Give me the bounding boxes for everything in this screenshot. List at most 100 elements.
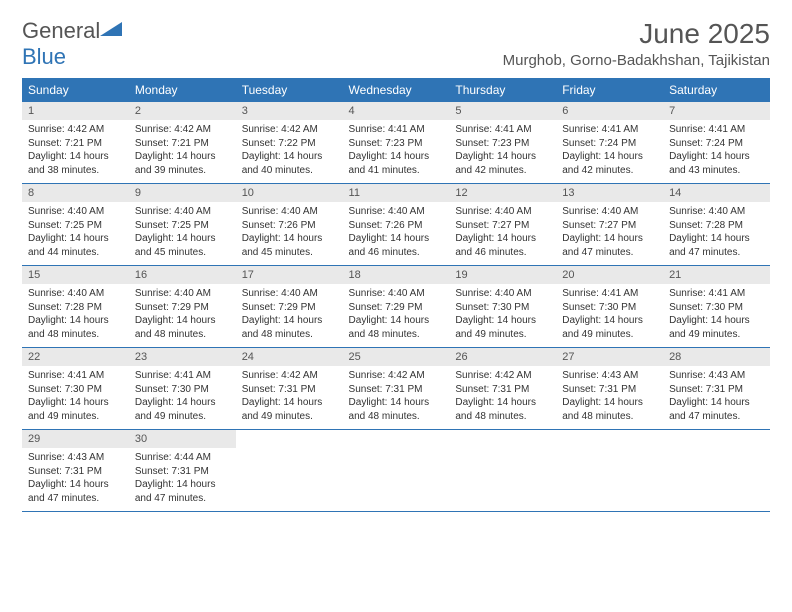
day-info: Sunrise: 4:40 AMSunset: 7:29 PMDaylight:… — [236, 284, 343, 347]
day-info: Sunrise: 4:41 AMSunset: 7:24 PMDaylight:… — [556, 120, 663, 183]
calendar-cell: 6Sunrise: 4:41 AMSunset: 7:24 PMDaylight… — [556, 102, 663, 184]
day-info: Sunrise: 4:42 AMSunset: 7:22 PMDaylight:… — [236, 120, 343, 183]
calendar-cell: 18Sunrise: 4:40 AMSunset: 7:29 PMDayligh… — [343, 266, 450, 348]
calendar-cell: 24Sunrise: 4:42 AMSunset: 7:31 PMDayligh… — [236, 348, 343, 430]
location-text: Murghob, Gorno-Badakhshan, Tajikistan — [503, 52, 770, 69]
calendar-body: 1Sunrise: 4:42 AMSunset: 7:21 PMDaylight… — [22, 102, 770, 512]
calendar-cell: 13Sunrise: 4:40 AMSunset: 7:27 PMDayligh… — [556, 184, 663, 266]
calendar-cell: 25Sunrise: 4:42 AMSunset: 7:31 PMDayligh… — [343, 348, 450, 430]
day-number: 10 — [236, 184, 343, 202]
calendar-cell: 14Sunrise: 4:40 AMSunset: 7:28 PMDayligh… — [663, 184, 770, 266]
weekday-header: Saturday — [663, 78, 770, 102]
calendar-cell: 1Sunrise: 4:42 AMSunset: 7:21 PMDaylight… — [22, 102, 129, 184]
day-info: Sunrise: 4:40 AMSunset: 7:26 PMDaylight:… — [343, 202, 450, 265]
day-number: 6 — [556, 102, 663, 120]
day-info: Sunrise: 4:42 AMSunset: 7:21 PMDaylight:… — [129, 120, 236, 183]
day-info: Sunrise: 4:41 AMSunset: 7:23 PMDaylight:… — [343, 120, 450, 183]
day-info: Sunrise: 4:43 AMSunset: 7:31 PMDaylight:… — [556, 366, 663, 429]
day-number: 26 — [449, 348, 556, 366]
day-info: Sunrise: 4:44 AMSunset: 7:31 PMDaylight:… — [129, 448, 236, 511]
weekday-header: Sunday — [22, 78, 129, 102]
day-number: 9 — [129, 184, 236, 202]
calendar-cell: 30Sunrise: 4:44 AMSunset: 7:31 PMDayligh… — [129, 430, 236, 512]
calendar-cell — [236, 430, 343, 512]
day-number: 15 — [22, 266, 129, 284]
calendar-cell: 27Sunrise: 4:43 AMSunset: 7:31 PMDayligh… — [556, 348, 663, 430]
page-header: GeneralBlue June 2025 Murghob, Gorno-Bad… — [22, 18, 770, 70]
calendar-cell: 29Sunrise: 4:43 AMSunset: 7:31 PMDayligh… — [22, 430, 129, 512]
day-info: Sunrise: 4:40 AMSunset: 7:27 PMDaylight:… — [449, 202, 556, 265]
weekday-header: Monday — [129, 78, 236, 102]
calendar-cell: 4Sunrise: 4:41 AMSunset: 7:23 PMDaylight… — [343, 102, 450, 184]
day-number: 7 — [663, 102, 770, 120]
calendar-head: SundayMondayTuesdayWednesdayThursdayFrid… — [22, 78, 770, 102]
calendar-cell: 11Sunrise: 4:40 AMSunset: 7:26 PMDayligh… — [343, 184, 450, 266]
weekday-header: Thursday — [449, 78, 556, 102]
calendar-table: SundayMondayTuesdayWednesdayThursdayFrid… — [22, 78, 770, 512]
calendar-cell — [449, 430, 556, 512]
day-info: Sunrise: 4:40 AMSunset: 7:29 PMDaylight:… — [129, 284, 236, 347]
day-number: 16 — [129, 266, 236, 284]
day-number: 4 — [343, 102, 450, 120]
day-number: 20 — [556, 266, 663, 284]
day-info: Sunrise: 4:40 AMSunset: 7:28 PMDaylight:… — [22, 284, 129, 347]
day-number: 25 — [343, 348, 450, 366]
day-info: Sunrise: 4:41 AMSunset: 7:30 PMDaylight:… — [556, 284, 663, 347]
calendar-cell: 23Sunrise: 4:41 AMSunset: 7:30 PMDayligh… — [129, 348, 236, 430]
day-info: Sunrise: 4:40 AMSunset: 7:28 PMDaylight:… — [663, 202, 770, 265]
day-info: Sunrise: 4:42 AMSunset: 7:31 PMDaylight:… — [236, 366, 343, 429]
calendar-cell: 5Sunrise: 4:41 AMSunset: 7:23 PMDaylight… — [449, 102, 556, 184]
day-info: Sunrise: 4:41 AMSunset: 7:30 PMDaylight:… — [22, 366, 129, 429]
day-number: 28 — [663, 348, 770, 366]
day-info: Sunrise: 4:40 AMSunset: 7:30 PMDaylight:… — [449, 284, 556, 347]
day-info: Sunrise: 4:42 AMSunset: 7:31 PMDaylight:… — [343, 366, 450, 429]
calendar-cell: 16Sunrise: 4:40 AMSunset: 7:29 PMDayligh… — [129, 266, 236, 348]
day-info: Sunrise: 4:43 AMSunset: 7:31 PMDaylight:… — [663, 366, 770, 429]
day-number: 14 — [663, 184, 770, 202]
title-block: June 2025 Murghob, Gorno-Badakhshan, Taj… — [503, 18, 770, 69]
day-number: 2 — [129, 102, 236, 120]
day-info: Sunrise: 4:40 AMSunset: 7:25 PMDaylight:… — [22, 202, 129, 265]
logo: GeneralBlue — [22, 18, 122, 70]
calendar-cell: 3Sunrise: 4:42 AMSunset: 7:22 PMDaylight… — [236, 102, 343, 184]
page-title: June 2025 — [503, 18, 770, 50]
calendar-cell: 22Sunrise: 4:41 AMSunset: 7:30 PMDayligh… — [22, 348, 129, 430]
day-number: 27 — [556, 348, 663, 366]
calendar-cell: 10Sunrise: 4:40 AMSunset: 7:26 PMDayligh… — [236, 184, 343, 266]
day-info: Sunrise: 4:40 AMSunset: 7:29 PMDaylight:… — [343, 284, 450, 347]
day-number: 12 — [449, 184, 556, 202]
day-number: 3 — [236, 102, 343, 120]
day-number: 13 — [556, 184, 663, 202]
calendar-cell: 19Sunrise: 4:40 AMSunset: 7:30 PMDayligh… — [449, 266, 556, 348]
day-number: 8 — [22, 184, 129, 202]
logo-part1: General — [22, 18, 100, 43]
day-number: 23 — [129, 348, 236, 366]
calendar-cell: 2Sunrise: 4:42 AMSunset: 7:21 PMDaylight… — [129, 102, 236, 184]
calendar-row: 1Sunrise: 4:42 AMSunset: 7:21 PMDaylight… — [22, 102, 770, 184]
day-info: Sunrise: 4:42 AMSunset: 7:31 PMDaylight:… — [449, 366, 556, 429]
weekday-header: Wednesday — [343, 78, 450, 102]
calendar-cell: 28Sunrise: 4:43 AMSunset: 7:31 PMDayligh… — [663, 348, 770, 430]
day-info: Sunrise: 4:40 AMSunset: 7:26 PMDaylight:… — [236, 202, 343, 265]
day-info: Sunrise: 4:41 AMSunset: 7:30 PMDaylight:… — [663, 284, 770, 347]
day-number: 19 — [449, 266, 556, 284]
day-info: Sunrise: 4:40 AMSunset: 7:27 PMDaylight:… — [556, 202, 663, 265]
calendar-row: 15Sunrise: 4:40 AMSunset: 7:28 PMDayligh… — [22, 266, 770, 348]
day-number: 22 — [22, 348, 129, 366]
day-number: 11 — [343, 184, 450, 202]
day-info: Sunrise: 4:41 AMSunset: 7:30 PMDaylight:… — [129, 366, 236, 429]
calendar-cell: 12Sunrise: 4:40 AMSunset: 7:27 PMDayligh… — [449, 184, 556, 266]
logo-part2: Blue — [22, 44, 66, 69]
day-info: Sunrise: 4:41 AMSunset: 7:23 PMDaylight:… — [449, 120, 556, 183]
day-number: 17 — [236, 266, 343, 284]
calendar-cell: 17Sunrise: 4:40 AMSunset: 7:29 PMDayligh… — [236, 266, 343, 348]
day-number: 30 — [129, 430, 236, 448]
day-info: Sunrise: 4:41 AMSunset: 7:24 PMDaylight:… — [663, 120, 770, 183]
logo-text: GeneralBlue — [22, 18, 122, 70]
calendar-row: 8Sunrise: 4:40 AMSunset: 7:25 PMDaylight… — [22, 184, 770, 266]
day-number: 29 — [22, 430, 129, 448]
calendar-cell — [663, 430, 770, 512]
day-number: 21 — [663, 266, 770, 284]
calendar-row: 29Sunrise: 4:43 AMSunset: 7:31 PMDayligh… — [22, 430, 770, 512]
calendar-cell — [343, 430, 450, 512]
